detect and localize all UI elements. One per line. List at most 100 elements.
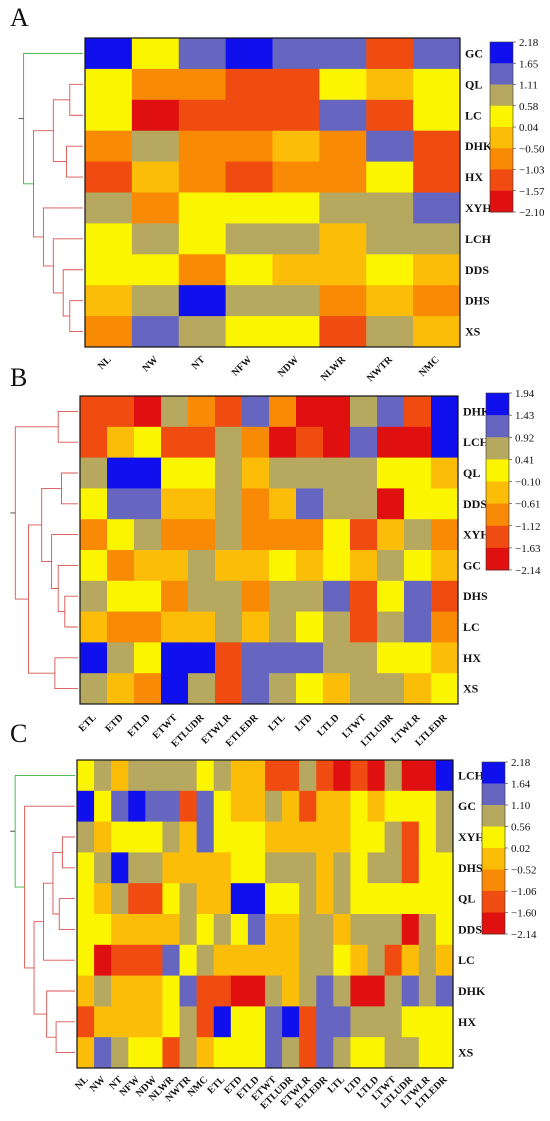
heatmap-cell <box>366 99 414 132</box>
heatmap-cell <box>333 1006 351 1038</box>
heatmap-cell <box>366 68 414 101</box>
column-label: NDW <box>276 354 301 379</box>
heatmap-cell <box>145 914 163 946</box>
heatmap-cell <box>319 161 367 193</box>
row-label: DDS <box>458 922 482 936</box>
heatmap-cell <box>247 975 266 1007</box>
heatmap-cell <box>111 883 129 915</box>
heatmap-cell <box>225 68 273 101</box>
heatmap-cell <box>418 1037 437 1069</box>
colorbar-segment <box>482 848 505 870</box>
heatmap-cell <box>316 821 334 853</box>
heatmap-cell <box>350 396 378 428</box>
heatmap-cell <box>377 488 405 520</box>
heatmap-cell <box>128 1037 146 1069</box>
heatmap-cell <box>401 852 420 884</box>
dendrogram-branch <box>61 472 78 505</box>
heatmap-cell <box>145 790 163 822</box>
colorbar-segment <box>486 415 509 438</box>
heatmap-cell <box>319 316 367 348</box>
heatmap-cell <box>272 285 320 317</box>
heatmap-cell <box>418 975 437 1007</box>
heatmap-cell <box>319 130 367 162</box>
heatmap-cell <box>107 673 135 705</box>
row-label: XS <box>458 1046 474 1060</box>
heatmap-cell <box>94 944 112 976</box>
heatmap-cell <box>247 821 266 853</box>
colorbar-tick-label: 0.04 <box>519 122 539 134</box>
heatmap-cell <box>413 68 461 101</box>
heatmap-cell <box>323 488 351 520</box>
heatmap-cell <box>178 68 227 101</box>
panel-label: C <box>10 719 27 748</box>
column-label: ETL <box>205 1074 227 1096</box>
heatmap-cell <box>230 790 249 822</box>
heatmap-cell <box>145 760 163 792</box>
heatmap-cell <box>107 642 135 674</box>
heatmap-cell <box>230 944 249 976</box>
heatmap-cell <box>366 285 414 317</box>
heatmap-cell <box>282 852 300 884</box>
heatmap-panel-A: A GC QL LC DHK HX XYH LCH DDS DHS XS NL NW NT NFW NDW NL… <box>10 3 545 384</box>
heatmap-cell <box>131 254 180 286</box>
heatmap-cell <box>319 192 367 224</box>
heatmap-cell <box>215 457 243 489</box>
heatmap-cell <box>316 975 334 1007</box>
heatmap-cell <box>242 519 270 551</box>
heatmap-cell <box>161 642 189 674</box>
dendrogram-branch <box>69 83 83 116</box>
heatmap-cell <box>80 396 108 428</box>
heatmap-cell <box>269 642 297 674</box>
heatmap-cell <box>265 760 283 792</box>
heatmap-cell <box>367 852 386 884</box>
heatmap-cell <box>80 426 108 458</box>
row-label: GC <box>463 558 481 572</box>
heatmap-cell <box>225 223 273 255</box>
heatmap-cell <box>188 488 216 520</box>
heatmap-cell <box>296 642 324 674</box>
heatmap-cell <box>85 223 133 255</box>
heatmap-cell <box>215 426 243 458</box>
heatmap-cell <box>111 914 129 946</box>
heatmap-cell <box>384 883 403 915</box>
column-label: NMC <box>417 354 442 379</box>
heatmap-cell <box>272 38 320 70</box>
row-label: GC <box>458 799 476 813</box>
heatmap-cell <box>269 550 297 582</box>
heatmap-cell <box>299 883 317 915</box>
heatmap-cell <box>299 760 317 792</box>
colorbar-tick-label: −0.61 <box>515 499 540 511</box>
row-label: LCH <box>458 768 485 782</box>
colorbar-tick-label: −1.06 <box>511 886 537 898</box>
colorbar-tick-label: 1.11 <box>519 80 538 92</box>
dendrogram-branch <box>69 300 83 332</box>
heatmap-cell <box>178 161 227 193</box>
dendrogram-branch <box>55 1021 75 1054</box>
heatmap-cell <box>161 457 189 489</box>
heatmap-cell <box>134 457 162 489</box>
heatmap-cell <box>323 611 351 643</box>
heatmap-cell <box>188 396 216 428</box>
heatmap-cell <box>367 975 386 1007</box>
heatmap-cell <box>435 944 454 976</box>
heatmap-cell <box>323 396 351 428</box>
heatmap-cell <box>272 316 320 348</box>
heatmap-cell <box>377 457 405 489</box>
heatmap-cell <box>77 1037 95 1069</box>
heatmap-cell <box>377 519 405 551</box>
row-label: XYH <box>458 830 485 844</box>
heatmap-cell <box>269 673 297 705</box>
heatmap-cell <box>418 852 437 884</box>
colorbar-tick-label: 1.64 <box>511 779 531 791</box>
heatmap-cell <box>179 883 198 915</box>
heatmap-cell <box>134 519 162 551</box>
heatmap-cell <box>179 1006 198 1038</box>
heatmap-cell <box>85 99 133 132</box>
heatmap-cell <box>413 130 461 162</box>
heatmap-cell <box>188 519 216 551</box>
heatmap-cell <box>431 426 459 458</box>
heatmap-cell <box>128 883 146 915</box>
heatmap-cell <box>282 975 300 1007</box>
heatmap-cell <box>131 130 180 162</box>
